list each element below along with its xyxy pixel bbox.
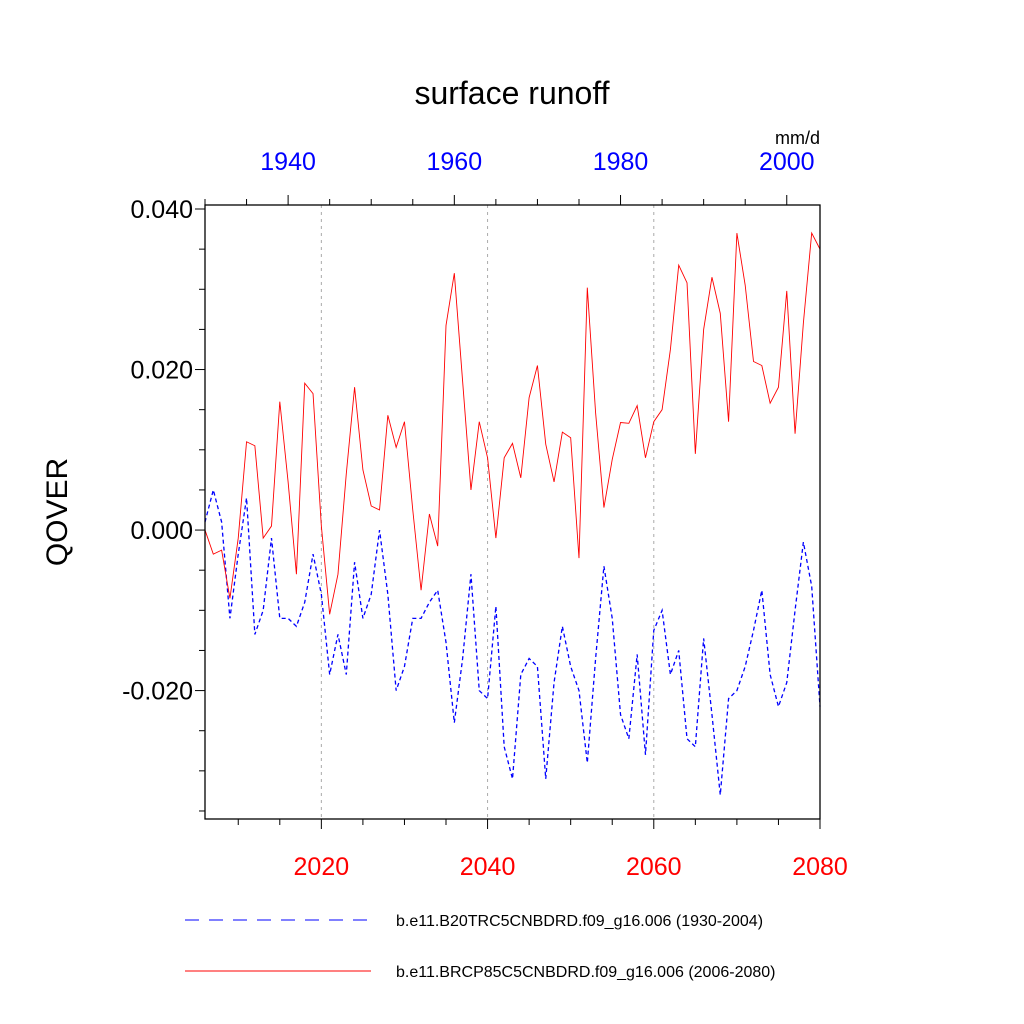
x-top-tick-label: 1940 (260, 148, 316, 176)
series-line-rcp85 (204, 231, 821, 615)
legend: b.e11.B20TRC5CNBDRD.f09_g16.006 (1930-20… (185, 913, 775, 981)
x-bottom-tick-label: 2080 (792, 853, 848, 881)
y-tick-label: 0.020 (130, 357, 193, 385)
axes: 0.040 0.020 0.000 -0.020 2020 2040 2060 2080 194… (122, 148, 848, 881)
legend-label-rcp85: b.e11.BRCP85C5CNBDRD.f09_g16.006 (2006-2… (396, 964, 775, 981)
y-tick-label: 0.040 (130, 196, 193, 224)
legend-label-historical: b.e11.B20TRC5CNBDRD.f09_g16.006 (1930-20… (396, 913, 763, 930)
y-axis-label: QOVER (41, 458, 74, 566)
x-top-tick-label: 2000 (759, 148, 815, 176)
series-line-historical (204, 487, 821, 795)
y-tick-label: 0.000 (130, 517, 193, 545)
x-bottom-tick-label: 2020 (294, 853, 350, 881)
chart-title: surface runoff (414, 75, 609, 111)
x-bottom-tick-label: 2040 (460, 853, 516, 881)
x-top-tick-label: 1960 (427, 148, 483, 176)
units-label: mm/d (775, 128, 820, 148)
gridlines (320, 205, 655, 819)
x-bottom-tick-label: 2060 (626, 853, 682, 881)
y-tick-label: -0.020 (122, 678, 193, 706)
plot-frame (204, 204, 821, 820)
x-top-tick-label: 1980 (593, 148, 649, 176)
series-lines (204, 231, 821, 795)
